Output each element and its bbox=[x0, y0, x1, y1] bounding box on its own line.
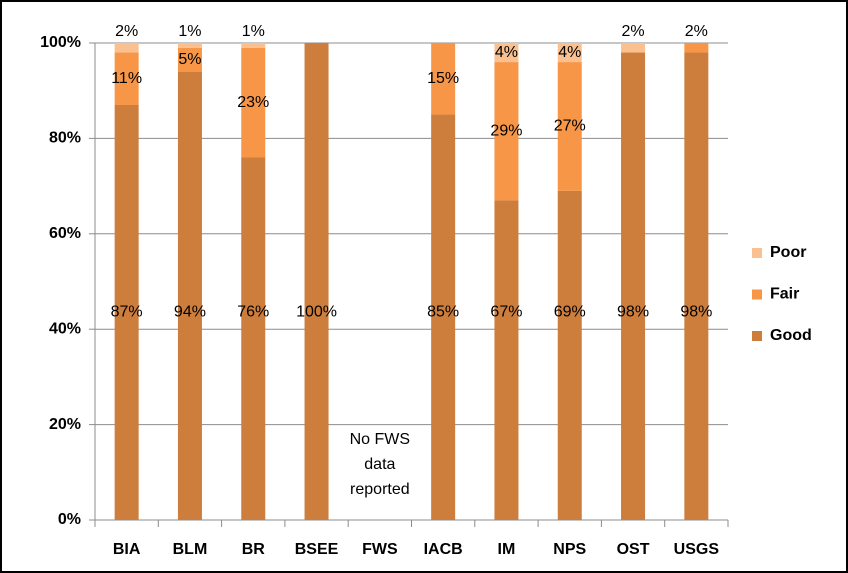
bar-segment bbox=[177, 47, 202, 72]
bar-segment bbox=[304, 43, 329, 520]
bar-segment bbox=[431, 43, 456, 115]
data-label: 29% bbox=[490, 122, 522, 139]
data-label: 85% bbox=[427, 304, 459, 321]
data-label: 2% bbox=[621, 23, 644, 40]
bar-segment bbox=[431, 114, 456, 521]
bar-segment bbox=[241, 43, 266, 48]
data-label: 98% bbox=[680, 304, 712, 321]
bar-segment bbox=[494, 43, 519, 63]
bar-segment bbox=[621, 52, 646, 520]
bar-segment bbox=[114, 105, 139, 520]
x-tick-label: FWS bbox=[362, 541, 398, 558]
y-tick-label: 0% bbox=[58, 511, 81, 528]
x-tick-label: BSEE bbox=[295, 541, 339, 558]
data-label: 15% bbox=[427, 70, 459, 87]
bar-segment bbox=[241, 157, 266, 521]
y-tick-label: 100% bbox=[40, 34, 81, 51]
bar-segment bbox=[114, 52, 139, 106]
data-label: 94% bbox=[174, 304, 206, 321]
y-tick-label: 60% bbox=[49, 225, 81, 242]
x-tick-label: IM bbox=[498, 541, 516, 558]
bar-segment bbox=[684, 43, 709, 53]
data-label: 2% bbox=[115, 23, 138, 40]
y-tick-label: 20% bbox=[49, 416, 81, 433]
bar-segment bbox=[494, 200, 519, 520]
x-tick-label: BR bbox=[242, 541, 266, 558]
bar-segment bbox=[241, 47, 266, 158]
bar-segment bbox=[494, 62, 519, 201]
legend-label: Fair bbox=[770, 286, 799, 303]
data-label: 69% bbox=[554, 304, 586, 321]
x-tick-label: BIA bbox=[113, 541, 141, 558]
data-label: 23% bbox=[237, 94, 269, 111]
data-label: 2% bbox=[685, 23, 708, 40]
bar-segment bbox=[557, 190, 582, 520]
data-label: 98% bbox=[617, 304, 649, 321]
legend-swatch bbox=[752, 248, 762, 258]
bar-segment bbox=[557, 43, 582, 63]
bar-segment bbox=[177, 71, 202, 521]
data-label: 67% bbox=[490, 304, 522, 321]
y-tick-label: 40% bbox=[49, 320, 81, 337]
legend-label: Poor bbox=[770, 244, 806, 261]
bar-segment bbox=[114, 43, 139, 53]
bar-segment bbox=[177, 43, 202, 48]
data-label: 11% bbox=[111, 70, 142, 87]
x-tick-label: IACB bbox=[424, 541, 463, 558]
data-label: 100% bbox=[296, 304, 337, 321]
annotation: No FWS bbox=[350, 431, 410, 448]
data-label: 4% bbox=[495, 44, 518, 61]
y-tick-label: 80% bbox=[49, 130, 81, 147]
data-label: 1% bbox=[242, 23, 265, 40]
data-label: 87% bbox=[111, 304, 143, 321]
x-tick-label: NPS bbox=[553, 541, 586, 558]
data-label: 5% bbox=[178, 51, 201, 68]
x-tick-label: OST bbox=[617, 541, 650, 558]
x-tick-label: USGS bbox=[674, 541, 720, 558]
data-label: 4% bbox=[558, 44, 581, 61]
annotation: reported bbox=[350, 481, 410, 498]
legend-label: Good bbox=[770, 327, 812, 344]
legend-swatch bbox=[752, 289, 762, 300]
data-label: 1% bbox=[178, 23, 201, 40]
x-tick-label: BLM bbox=[173, 541, 208, 558]
bar-segment bbox=[684, 52, 709, 520]
legend-swatch bbox=[752, 331, 762, 341]
bar-segment bbox=[557, 62, 582, 191]
annotation: data bbox=[364, 456, 395, 473]
bar-segment bbox=[621, 43, 646, 53]
data-label: 76% bbox=[237, 304, 269, 321]
data-label: 27% bbox=[554, 118, 586, 135]
